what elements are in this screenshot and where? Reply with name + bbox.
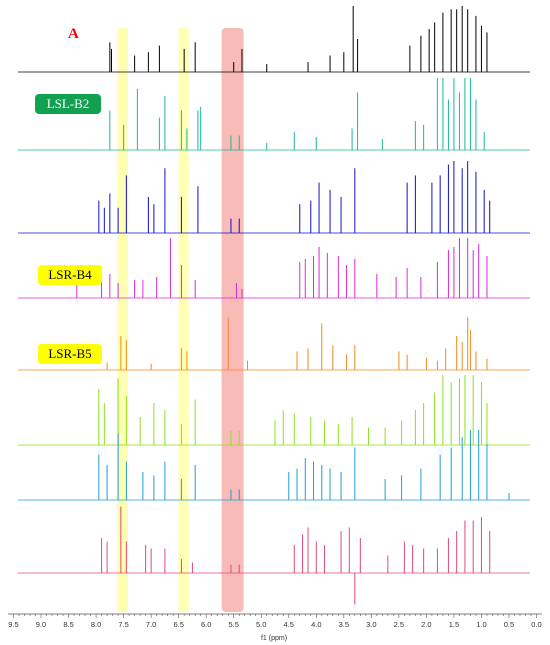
x-tick-label: 8.0 bbox=[91, 620, 101, 629]
x-tick-label: 7.5 bbox=[118, 620, 128, 629]
highlight-band-2 bbox=[178, 28, 189, 612]
x-tick-label: 8.5 bbox=[63, 620, 73, 629]
spectrum-trace-6 bbox=[18, 375, 530, 446]
x-tick-label: 7.0 bbox=[146, 620, 156, 629]
highlight-band-1 bbox=[117, 28, 129, 612]
spectrum-trace-5 bbox=[18, 317, 530, 371]
x-tick-label: 0.0 bbox=[531, 620, 541, 629]
x-tick-label: 4.5 bbox=[284, 620, 294, 629]
x-tick-label: 3.5 bbox=[339, 620, 349, 629]
spectrum-trace-7 bbox=[18, 430, 530, 501]
x-tick-label: 6.5 bbox=[173, 620, 183, 629]
x-tick-label: 5.0 bbox=[256, 620, 266, 629]
spectrum-trace-3 bbox=[18, 161, 530, 234]
spectrum-trace-1 bbox=[18, 6, 530, 73]
sample-tag-lsr-b4: LSR-B4 bbox=[38, 265, 102, 285]
x-tick-label: 1.5 bbox=[449, 620, 459, 629]
spectrum-traces bbox=[18, 6, 530, 605]
x-tick-label: 1.0 bbox=[476, 620, 486, 629]
x-tick-label: 2.5 bbox=[394, 620, 404, 629]
spectrum-trace-2 bbox=[18, 78, 530, 151]
x-tick-label: 4.0 bbox=[311, 620, 321, 629]
spectrum-trace-8 bbox=[18, 506, 530, 605]
x-axis: 9.5 9.0 8.5 8.0 7.5 7.0 6.5 6.0 5.5 5.0 4.5 4.0 3.5 3… bbox=[8, 613, 542, 629]
x-tick-label: 9.5 bbox=[8, 620, 18, 629]
x-tick-label: 3.0 bbox=[366, 620, 376, 629]
x-axis-title: f1 (ppm) bbox=[261, 635, 287, 642]
x-tick-label: 0.5 bbox=[504, 620, 514, 629]
sample-tag-lsr-b5: LSR-B5 bbox=[38, 344, 102, 364]
panel-label: A bbox=[68, 26, 79, 42]
x-tick-label: 2.0 bbox=[421, 620, 431, 629]
x-tick-label: 5.5 bbox=[228, 620, 238, 629]
spectrum-trace-4 bbox=[18, 238, 530, 299]
sample-tag-lsl-b2: LSL-B2 bbox=[35, 94, 101, 114]
x-tick-label: 6.0 bbox=[201, 620, 211, 629]
highlight-band-3 bbox=[221, 28, 244, 612]
x-tick-label: 9.0 bbox=[36, 620, 46, 629]
highlight-bands bbox=[117, 28, 244, 612]
